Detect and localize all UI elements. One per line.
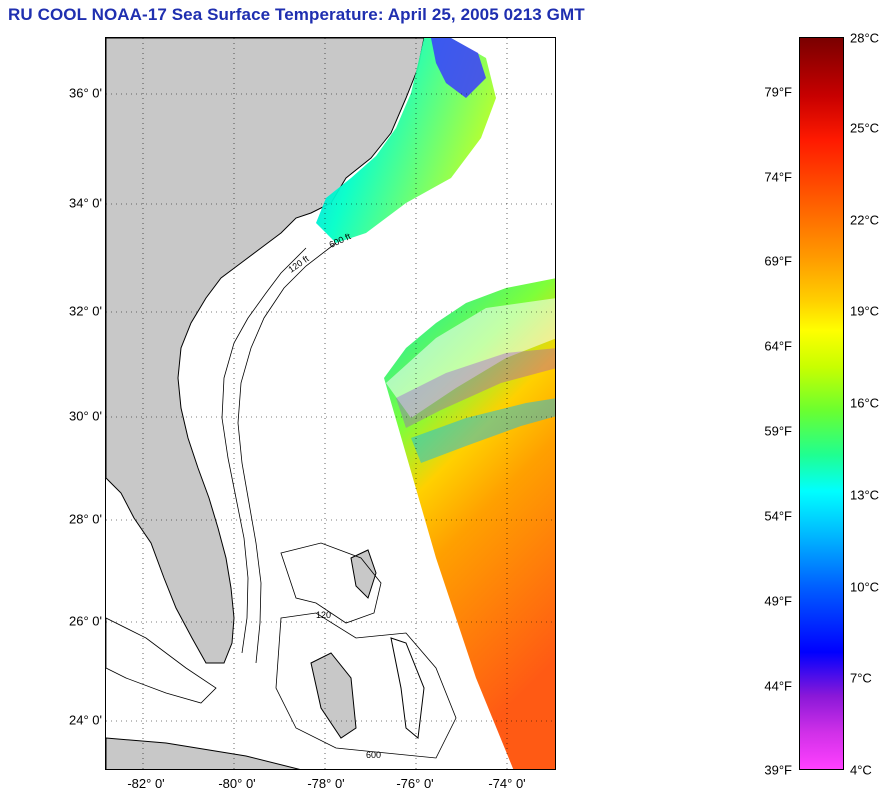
sst-map: 120 ft 600 ft 120 600: [105, 37, 556, 770]
colorbar-f-74: 74°F: [764, 169, 792, 185]
contour-label-120: 120: [316, 610, 331, 620]
sst-blue-streak: [411, 398, 555, 463]
contour-keys: [106, 617, 217, 704]
lat-label-28: 28° 0': [69, 511, 102, 527]
colorbar-c-25: 25°C: [850, 120, 880, 136]
sst-cloud-band: [386, 298, 555, 418]
colorbar-c-22: 22°C: [850, 212, 880, 228]
lat-label-26: 26° 0': [69, 613, 102, 629]
colorbar-f-69: 69°F: [764, 253, 792, 269]
lon-label-74: -74° 0': [488, 776, 526, 791]
sst-northeast-patch: [431, 38, 486, 98]
lat-label-34: 34° 0': [69, 195, 102, 211]
colorbar-f-54: 54°F: [764, 508, 792, 524]
sst-cool-streak: [396, 348, 555, 428]
lon-label-78: -78° 0': [307, 776, 345, 791]
colorbar-f-49: 49°F: [764, 593, 792, 609]
colorbar-f-44: 44°F: [764, 678, 792, 694]
lon-label-76: -76° 0': [396, 776, 434, 791]
land-bahamas-eleuthera: [390, 637, 425, 739]
colorbar-c-19: 19°C: [850, 303, 880, 319]
colorbar-c-13: 13°C: [850, 487, 880, 503]
map-canvas: 120 ft 600 ft 120 600: [106, 38, 555, 769]
contour-bahamas: [280, 542, 382, 624]
graticule: [106, 38, 555, 769]
lon-label-80: -80° 0': [218, 776, 256, 791]
lat-label-24: 24° 0': [69, 712, 102, 728]
colorbar-c-7: 7°C: [850, 670, 872, 686]
contour-label-120ft: 120 ft: [286, 253, 311, 274]
colorbar-f-64: 64°F: [764, 338, 792, 354]
land-bahamas-andros: [310, 652, 357, 739]
lat-label-32: 32° 0': [69, 303, 102, 319]
contour-600ft: [237, 242, 337, 664]
sst-nearshore-north: [316, 38, 496, 243]
land-mainland: [106, 38, 425, 664]
colorbar-f-39: 39°F: [764, 762, 792, 778]
colorbar-c-10: 10°C: [850, 579, 880, 595]
colorbar-c-4: 4°C: [850, 762, 872, 778]
colorbar-c-16: 16°C: [850, 395, 880, 411]
colorbar-f-59: 59°F: [764, 423, 792, 439]
lat-label-30: 30° 0': [69, 408, 102, 424]
contour-label-600: 600: [366, 750, 381, 760]
temperature-colorbar: [799, 37, 844, 770]
colorbar-f-79: 79°F: [764, 84, 792, 100]
land-bahamas-abaco: [350, 549, 377, 599]
contour-120ft: [221, 247, 307, 654]
contour-bahamas-south: [275, 612, 457, 759]
lon-label-82: -82° 0': [127, 776, 165, 791]
page-title: RU COOL NOAA-17 Sea Surface Temperature:…: [8, 5, 585, 24]
land-cuba: [106, 737, 301, 769]
colorbar-c-28: 28°C: [850, 30, 880, 46]
lat-label-36: 36° 0': [69, 85, 102, 101]
